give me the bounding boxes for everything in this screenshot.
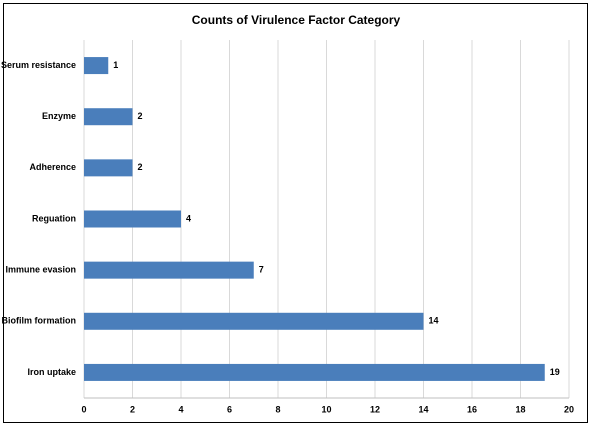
data-label: 19: [550, 367, 560, 377]
x-tick-label: 4: [178, 404, 183, 414]
bar: [84, 363, 545, 381]
data-label: 2: [138, 111, 143, 121]
bar: [84, 210, 181, 228]
x-tick-label: 6: [227, 404, 232, 414]
x-tick-label: 12: [370, 404, 380, 414]
y-tick-label: Iron uptake: [27, 367, 76, 377]
data-label: 7: [259, 265, 264, 275]
bar: [84, 57, 109, 75]
data-label: 14: [429, 316, 439, 326]
y-tick-label: Serum resistance: [1, 60, 76, 70]
data-label: 2: [138, 162, 143, 172]
x-tick-label: 2: [130, 404, 135, 414]
chart-title: Counts of Virulence Factor Category: [192, 13, 401, 27]
x-tick-label: 10: [321, 404, 331, 414]
x-tick-label: 0: [81, 404, 86, 414]
data-label: 1: [113, 60, 118, 70]
bar: [84, 159, 133, 177]
y-tick-label: Biofilm formation: [2, 316, 77, 326]
y-tick-label: Enzyme: [42, 111, 76, 121]
y-tick-label: Adherence: [29, 162, 76, 172]
x-tick-label: 20: [564, 404, 574, 414]
y-tick-label: Reguation: [32, 213, 76, 223]
bar: [84, 312, 424, 330]
x-tick-label: 8: [275, 404, 280, 414]
x-tick-label: 18: [515, 404, 525, 414]
bar: [84, 261, 254, 279]
y-tick-label: Immune evasion: [5, 265, 76, 275]
data-label: 4: [186, 213, 191, 223]
x-tick-label: 16: [467, 404, 477, 414]
bar: [84, 108, 133, 126]
x-tick-label: 14: [418, 404, 428, 414]
